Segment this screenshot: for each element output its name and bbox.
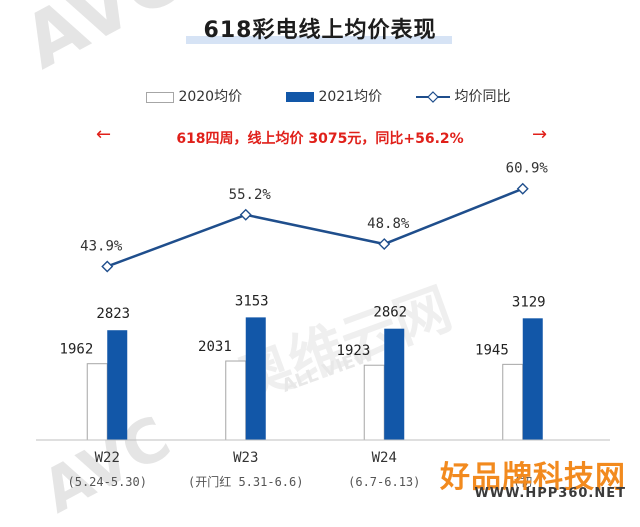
bar-2020-W22 [86,363,108,441]
yoy-label-W23: 55.2% [229,187,272,203]
brand-name: 好品牌科技网 [440,460,626,495]
yoy-label-W25: 60.9% [506,161,549,177]
bar-2020-W24 [363,364,385,441]
x-tick-W23: W23 [233,450,258,466]
legend-2021: 2021均价 [286,86,382,106]
x-sublabel-W24: (6.7-6.13) [348,475,420,489]
legend-2020: 2020均价 [146,86,242,106]
chart-plot: 1962 2823 W22 (5.24-5.30) 2031 3153 W23 (开门红 5.… [36,161,610,489]
bar-2021-W22 [107,330,128,440]
bar-2020-W23 [225,360,247,441]
legend-swatch-2021 [286,92,314,102]
label-2021-W22: 2823 [96,306,130,322]
bar-2021-W23 [245,317,266,440]
brand-url: WWW.HPP360.NET [474,486,626,501]
label-2021-W23: 3153 [235,293,269,309]
yoy-point-W22 [101,260,114,273]
x-sublabel-W22: (5.24-5.30) [68,475,147,489]
banner-right-arrow: → [532,124,548,145]
legend-label-yoy: 均价同比 [454,89,511,105]
yoy-point-W24 [378,238,391,251]
bar-2021-W25 [522,318,543,440]
yoy-line [106,187,524,268]
x-sublabel-W25: (初 [513,475,532,489]
chart-title: 618彩电线上均价表现 [203,18,437,43]
yoy-label-W22: 43.9% [80,238,123,254]
x-tick-W24: W24 [372,450,397,466]
label-2020-W22: 1962 [60,342,94,358]
bar-2020-W25 [502,363,524,441]
label-2020-W23: 2031 [198,339,232,355]
label-2021-W25: 3129 [512,294,546,310]
legend-swatch-yoy [416,91,450,103]
label-2020-W24: 1923 [337,343,371,359]
label-2021-W24: 2862 [373,305,407,321]
legend-label-2020: 2020均价 [178,89,243,105]
label-2020-W25: 1945 [475,342,509,358]
x-tick-W22: W22 [95,450,120,466]
legend-swatch-2020 [146,91,174,103]
x-sublabel-W23: (开门红 5.31-6.6) [188,474,303,489]
yoy-point-W25 [516,182,529,195]
banner-text: 618四周，线上均价 3075元，同比+56.2% [176,131,464,147]
banner-left-arrow: ← [96,124,112,145]
yoy-label-W24: 48.8% [367,216,410,232]
legend-label-2021: 2021均价 [318,89,383,105]
yoy-point-W23 [239,208,252,221]
bar-2021-W24 [384,328,405,440]
legend-yoy: 均价同比 [416,86,510,106]
summary-banner: ← 618四周，线上均价 3075元，同比+56.2% → [0,124,640,148]
